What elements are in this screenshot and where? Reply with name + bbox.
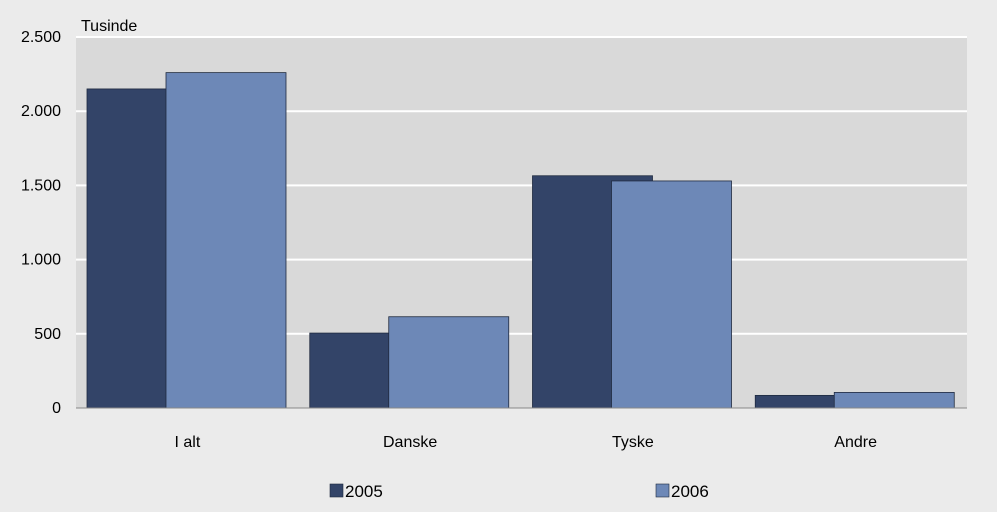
y-axis-unit-label: Tusinde xyxy=(81,18,137,35)
x-category-label: I alt xyxy=(174,434,200,451)
legend-label-2006: 2006 xyxy=(671,482,709,501)
legend-swatch-2006 xyxy=(655,483,670,498)
bars xyxy=(86,72,955,409)
x-category-label: Tyske xyxy=(612,434,654,451)
y-tick-label: 1.000 xyxy=(21,252,61,269)
legend: 2005 2006 xyxy=(329,482,709,501)
bar-2006-andre xyxy=(833,392,955,409)
legend-label-2005: 2005 xyxy=(345,482,383,501)
y-tick-label: 2.000 xyxy=(21,103,61,120)
x-category-label: Andre xyxy=(834,434,877,451)
bar-2006-danske xyxy=(388,316,510,409)
legend-swatch-2005 xyxy=(329,483,344,498)
y-tick-label: 0 xyxy=(52,400,61,417)
x-category-label: Danske xyxy=(383,434,437,451)
y-tick-label: 1.500 xyxy=(21,177,61,194)
bar-2006-tyske xyxy=(611,180,732,409)
bar-2006-i-alt xyxy=(165,72,287,409)
y-tick-label: 500 xyxy=(34,326,61,343)
y-tick-label: 2.500 xyxy=(21,29,61,46)
y-axis-ticks: 0 500 1.000 1.500 2.000 2.500 xyxy=(21,29,61,417)
x-axis-categories: I alt Danske Tyske Andre xyxy=(174,434,877,451)
